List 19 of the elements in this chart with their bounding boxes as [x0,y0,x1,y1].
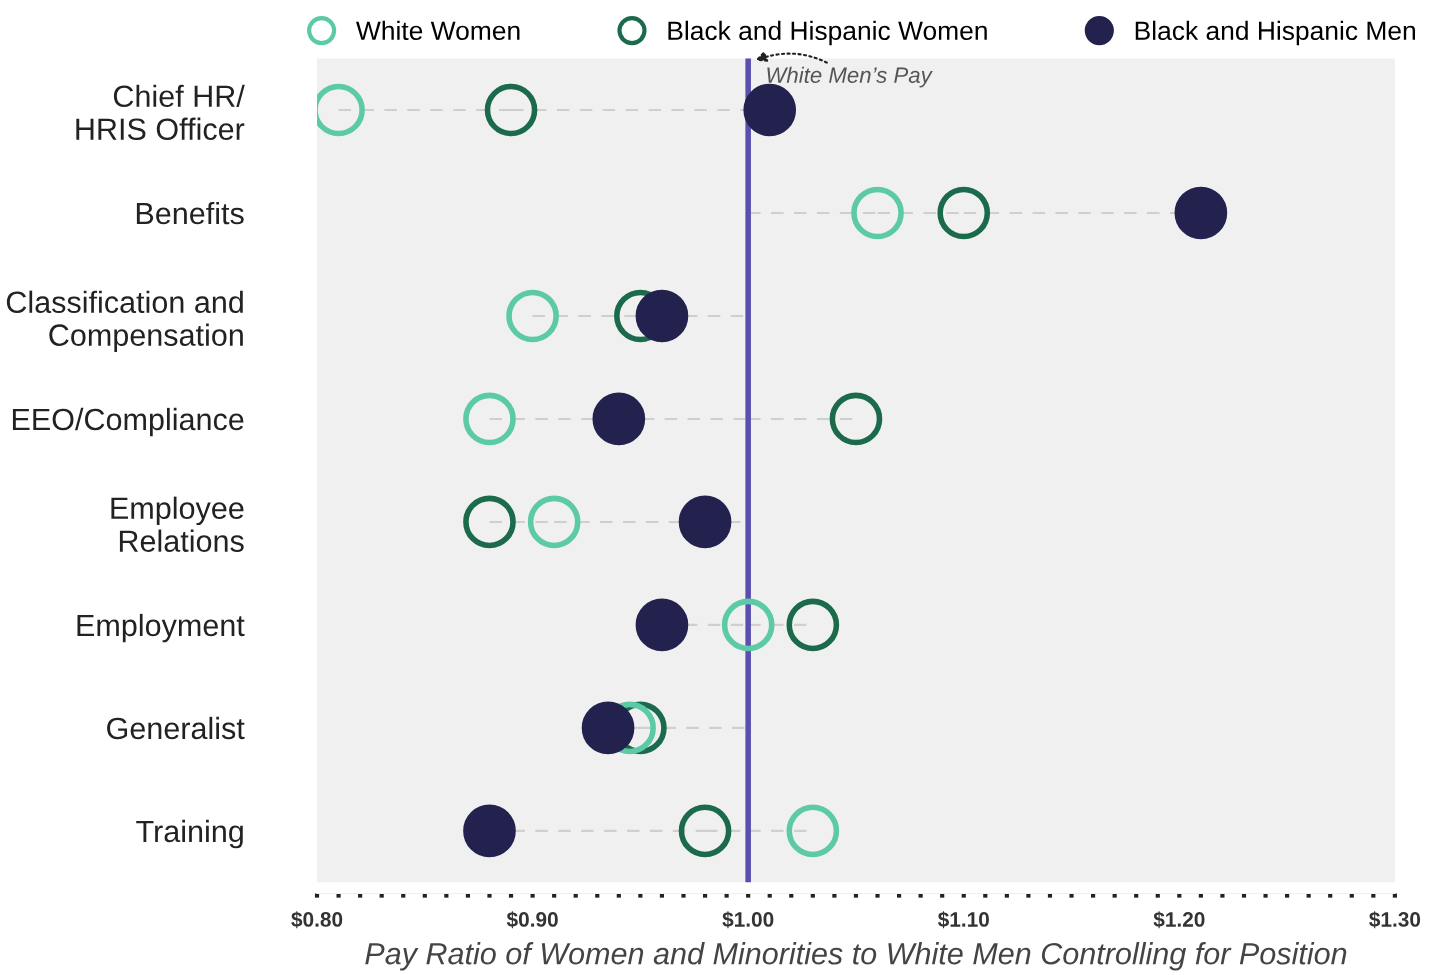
y-tick-label: Employment [77,613,245,643]
y-tick-label: Generalist [107,716,245,740]
y-tick-label: Benefits [136,201,244,225]
x-tick-label: $0.80 [291,911,343,929]
legend-label: Black and Hispanic Women [668,20,987,46]
ref-line-label: White Men’s Pay [767,66,933,88]
legend-label: Black and Hispanic Men [1135,20,1415,46]
x-tick-label: $1.10 [937,911,989,929]
y-tick-label: Classification and Compensation [6,290,243,353]
x-tick-label: $1.30 [1369,911,1421,929]
x-tick-label: $1.00 [722,911,774,929]
y-tick-label: Training [136,819,243,849]
legend-label: White Women [356,20,520,41]
x-axis-title: Pay Ratio of Women and Minorities to White Men Controlling for Position [365,942,1347,971]
y-tick-label: Employee Relations [111,496,244,552]
y-tick-label: EEO/Compliance [12,407,244,437]
x-tick-label: $1.20 [1153,911,1205,929]
x-tick-label: $0.90 [506,911,558,929]
y-tick-label: Chief HR/ HRIS Officer [76,84,245,141]
